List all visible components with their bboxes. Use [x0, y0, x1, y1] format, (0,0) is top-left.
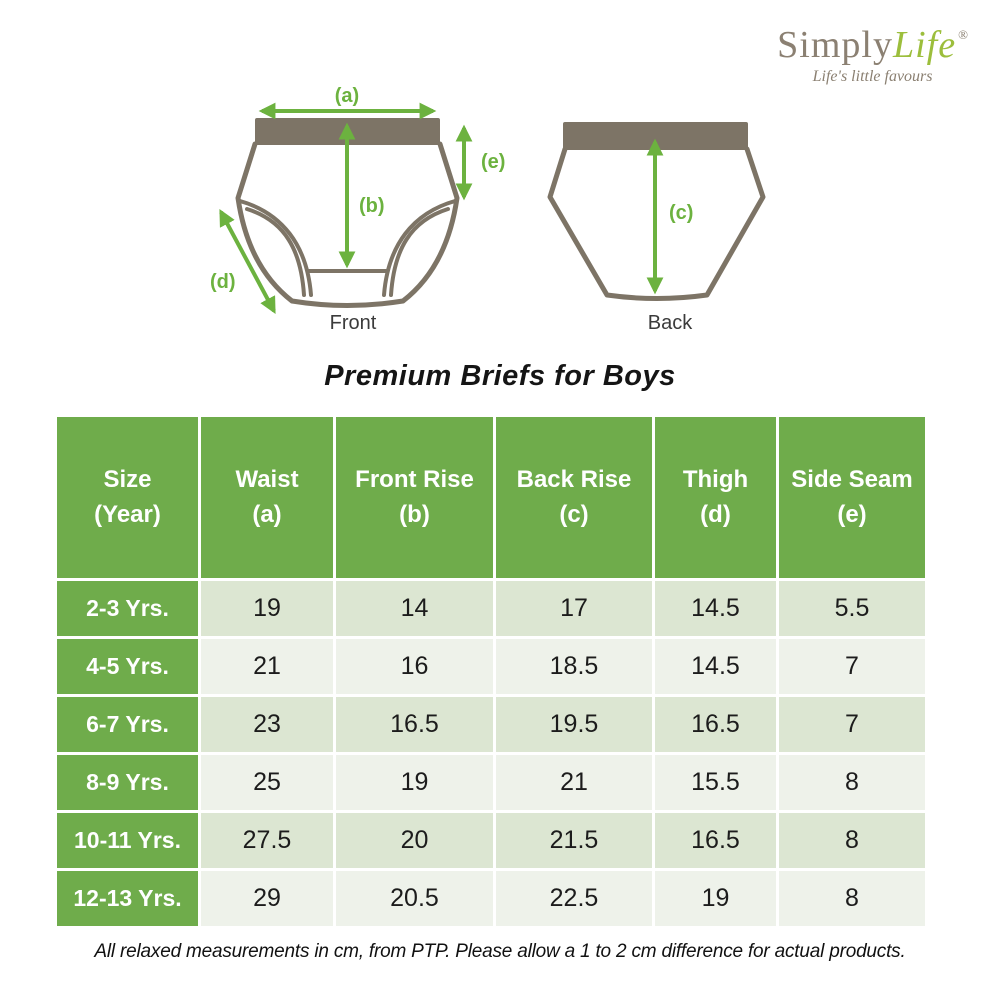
cell-back-rise: 19.5 [496, 697, 652, 752]
label-c: (c) [669, 202, 693, 224]
col-header-size: Size (Year) [57, 417, 198, 578]
col-header-waist: Waist (a) [201, 417, 333, 578]
row-size-label: 10-11 Yrs. [57, 813, 198, 868]
front-leg-curve-left-outer [238, 199, 313, 297]
cell-side-seam: 7 [779, 697, 925, 752]
brand-name: SimplyLife ® [777, 26, 968, 64]
row-size-label: 12-13 Yrs. [57, 871, 198, 926]
front-leg-curve-right-outer [382, 199, 457, 297]
cell-back-rise: 17 [496, 581, 652, 636]
size-chart-table: Size (Year) Waist (a) Front Rise (b) Back R… [57, 417, 925, 926]
cell-thigh: 14.5 [655, 639, 776, 694]
cell-front-rise: 19 [336, 755, 493, 810]
briefs-measurement-diagram: (a) (b) (e) (d) (c) Front Back [210, 85, 766, 334]
front-leg-curve-right-inner [389, 207, 450, 297]
measurement-disclaimer: All relaxed measurements in cm, from PTP… [94, 941, 906, 962]
cell-back-rise: 21 [496, 755, 652, 810]
row-size-label: 4-5 Yrs. [57, 639, 198, 694]
row-size-label: 6-7 Yrs. [57, 697, 198, 752]
cell-waist: 29 [201, 871, 333, 926]
cell-front-rise: 20 [336, 813, 493, 868]
cell-thigh: 16.5 [655, 813, 776, 868]
col-header-side-seam: Side Seam (e) [779, 417, 925, 578]
cell-waist: 19 [201, 581, 333, 636]
cell-side-seam: 8 [779, 755, 925, 810]
cell-side-seam: 8 [779, 871, 925, 926]
brand-tagline: Life's little favours [812, 68, 933, 85]
brand-logo: SimplyLife ® Life's little favours [777, 26, 968, 86]
row-size-label: 2-3 Yrs. [57, 581, 198, 636]
cell-thigh: 14.5 [655, 581, 776, 636]
cell-waist: 21 [201, 639, 333, 694]
cell-back-rise: 22.5 [496, 871, 652, 926]
front-view-caption: Front [330, 312, 377, 334]
label-b: (b) [359, 195, 385, 217]
cell-thigh: 16.5 [655, 697, 776, 752]
brand-name-life: Life [892, 24, 957, 66]
cell-waist: 23 [201, 697, 333, 752]
cell-thigh: 15.5 [655, 755, 776, 810]
back-body [547, 146, 766, 301]
cell-waist: 27.5 [201, 813, 333, 868]
cell-back-rise: 21.5 [496, 813, 652, 868]
back-view-caption: Back [648, 312, 693, 334]
cell-front-rise: 14 [336, 581, 493, 636]
row-size-label: 8-9 Yrs. [57, 755, 198, 810]
arrow-d-thigh [219, 209, 276, 314]
registered-trademark-icon: ® [958, 27, 968, 42]
col-header-front-rise: Front Rise (b) [336, 417, 493, 578]
back-waistband [563, 122, 748, 150]
col-header-thigh: Thigh (d) [655, 417, 776, 578]
back-brief-outline [547, 122, 766, 301]
cell-side-seam: 8 [779, 813, 925, 868]
cell-front-rise: 16 [336, 639, 493, 694]
cell-back-rise: 18.5 [496, 639, 652, 694]
label-a: (a) [335, 85, 359, 107]
cell-front-rise: 16.5 [336, 697, 493, 752]
measurement-arrows [219, 102, 664, 314]
cell-side-seam: 7 [779, 639, 925, 694]
cell-waist: 25 [201, 755, 333, 810]
label-e: (e) [481, 151, 505, 173]
label-d: (d) [210, 271, 236, 293]
cell-front-rise: 20.5 [336, 871, 493, 926]
page-title: Premium Briefs for Boys [324, 360, 676, 392]
cell-side-seam: 5.5 [779, 581, 925, 636]
col-header-back-rise: Back Rise (c) [496, 417, 652, 578]
brand-name-simply: Simply [777, 24, 893, 66]
cell-thigh: 19 [655, 871, 776, 926]
